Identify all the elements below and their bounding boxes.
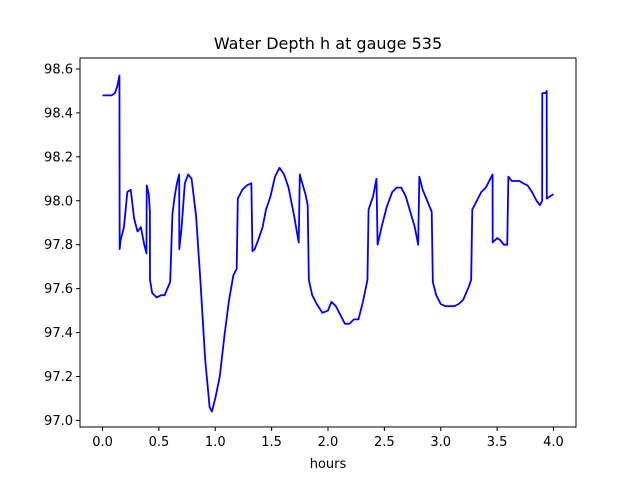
x-tick-label: 2.5: [374, 435, 395, 450]
y-tick-label: 98.4: [44, 106, 73, 121]
y-tick-label: 97.8: [44, 238, 73, 253]
y-tick-label: 97.6: [44, 282, 73, 297]
y-tick-label: 98.2: [44, 150, 73, 165]
chart-title: Water Depth h at gauge 535: [214, 34, 442, 53]
y-tick-label: 97.0: [44, 414, 73, 429]
x-tick-label: 1.0: [205, 435, 226, 450]
y-tick-label: 98.0: [44, 194, 73, 209]
x-tick-label: 3.0: [430, 435, 451, 450]
x-tick-label: 0.0: [92, 435, 113, 450]
y-tick-label: 97.2: [44, 370, 73, 385]
x-tick-label: 3.5: [487, 435, 508, 450]
y-axis: 97.0 97.2 97.4 97.6 97.8 98.0 98.2 98.4 98.6: [44, 62, 80, 429]
y-tick-label: 98.6: [44, 62, 73, 77]
x-axis-label: hours: [310, 457, 347, 472]
x-axis: 0.0 0.5 1.0 1.5 2.0 2.5 3.0 3.5 4.0: [92, 427, 564, 450]
x-tick-label: 4.0: [543, 435, 564, 450]
x-tick-label: 1.5: [261, 435, 282, 450]
x-tick-label: 2.0: [318, 435, 339, 450]
x-tick-label: 0.5: [149, 435, 170, 450]
y-tick-label: 97.4: [44, 326, 73, 341]
series-line: [102, 74, 554, 413]
